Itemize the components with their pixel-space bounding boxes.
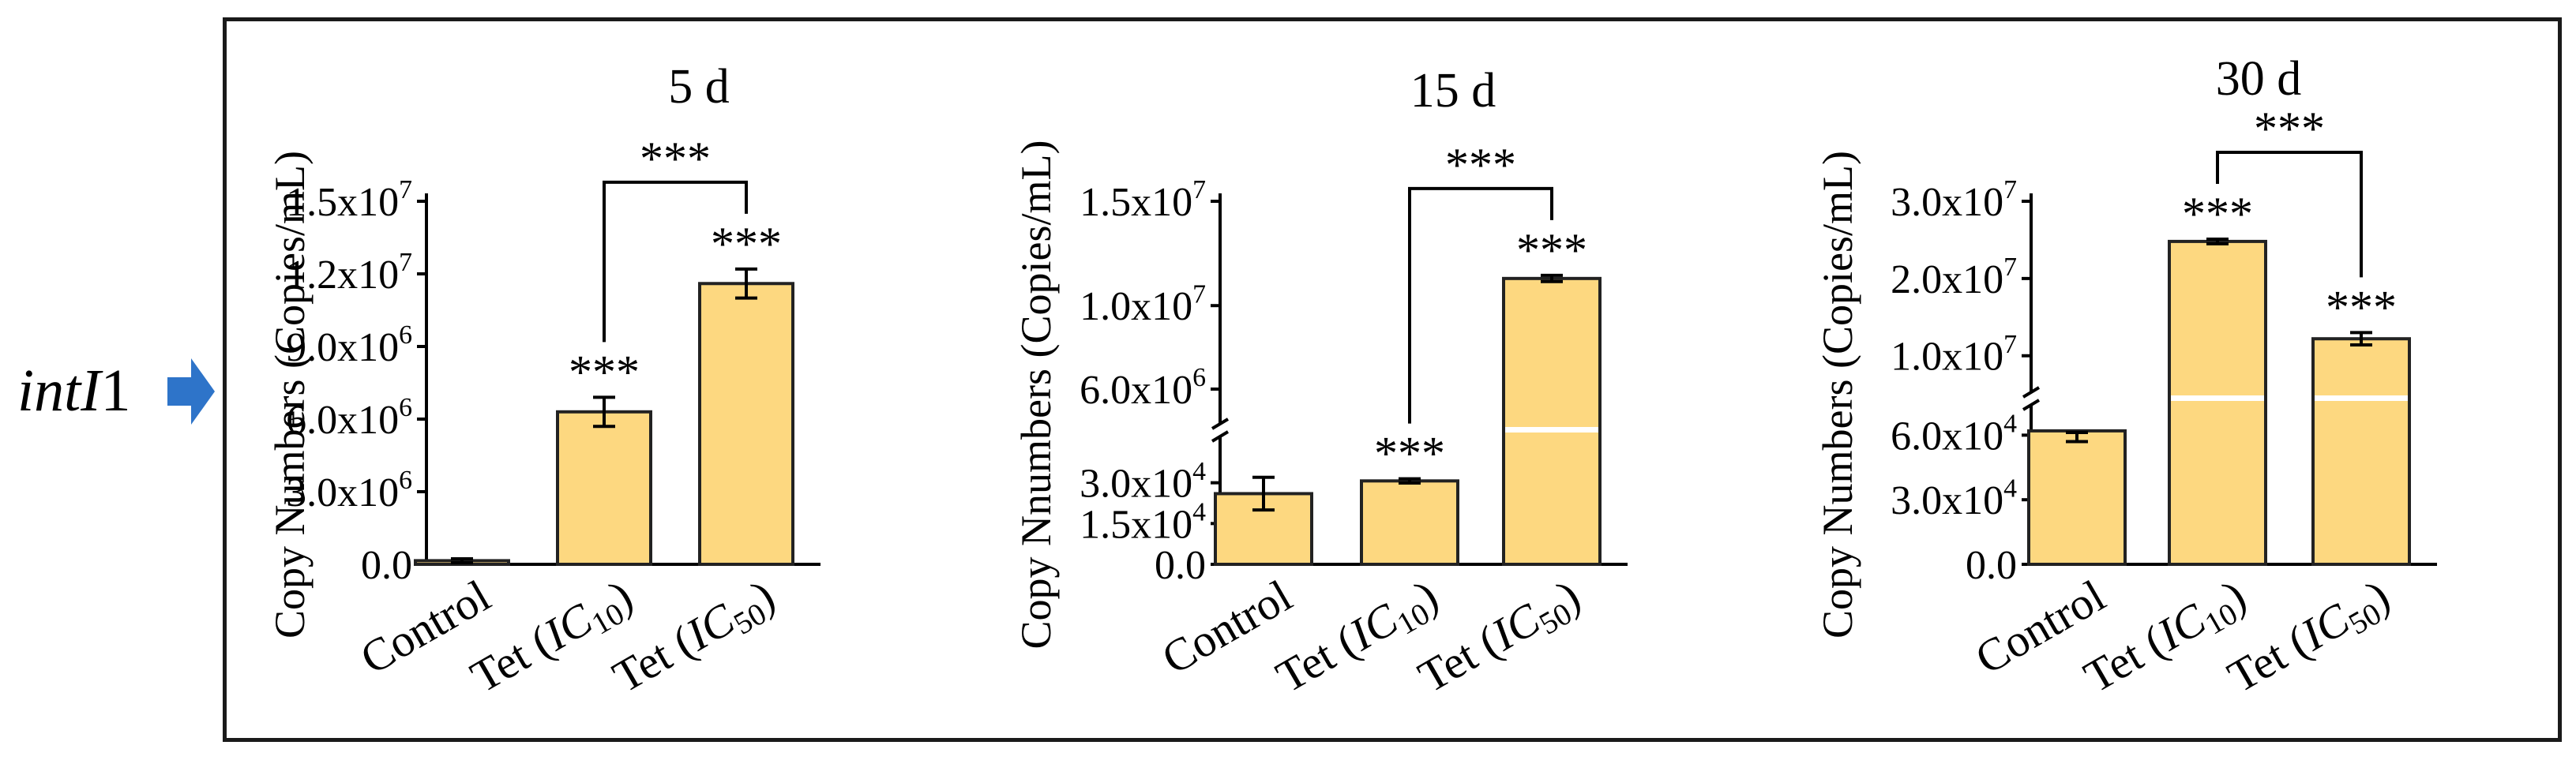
bracket-label-15d: *** [1445, 139, 1516, 191]
x-tick-label-5d-text: Tet (IC10) [462, 570, 643, 706]
x-tick-label-5d: Tet (IC50) [604, 570, 785, 706]
significance-label-5d: *** [569, 346, 640, 398]
bracket-label-30d: *** [2254, 103, 2325, 155]
axis-break-mark-top-30d [2022, 386, 2041, 399]
bar-tet-ic10-5d [556, 410, 652, 566]
row-label-plain: 1 [100, 358, 131, 424]
right-arrow-icon [167, 358, 215, 425]
comparison-bracket-15d [1408, 186, 1553, 424]
y-tick-label-15d: 1.0x107 [1080, 279, 1206, 329]
y-tick-label-30d: 3.0x107 [1891, 175, 2017, 225]
axis-break-mark-top-15d [1211, 418, 1230, 430]
bar-break-gap-15d [1363, 427, 1456, 433]
y-tick-label-30d: 6.0x104 [1891, 410, 2017, 459]
y-tick-label-5d: 1.2x107 [286, 248, 412, 298]
bar-tet-ic50-5d [698, 282, 794, 566]
y-tick-label-15d: 1.5x104 [1080, 497, 1206, 547]
chart-panel-15d: 15 d Copy Nnumbers (Copies/mL) 0.01.5x1043… [1012, 64, 1628, 706]
bar-tet-ic50-15d [1502, 276, 1602, 566]
y-tick-label-5d: 3.0x106 [286, 466, 412, 515]
comparison-bracket-30d [2216, 150, 2363, 278]
axis-break-mark-bottom-30d [2022, 399, 2041, 411]
x-tick-label-15d: Tet (IC50) [1410, 570, 1590, 706]
bar-tet-ic10-30d [2168, 239, 2267, 566]
significance-label-5d: *** [711, 218, 782, 270]
x-tick-label-15d-text: Tet (IC10) [1267, 570, 1448, 706]
x-tick-label-30d-text: Tet (IC10) [2075, 570, 2256, 706]
significance-label-30d: *** [2182, 188, 2253, 240]
significance-label-15d: *** [1374, 428, 1445, 480]
y-tick-label-30d: 3.0x104 [1891, 474, 2017, 523]
chart-panel-30d: 30 d Copy Numbers (Copies/mL) 0.0 3.0x104 6.… [1814, 52, 2437, 706]
y-axis-label-15d: Copy Nnumbers (Copies/mL) [1012, 140, 1060, 650]
x-tick-label-5d: Tet (IC10) [462, 570, 643, 706]
x-tick-label-30d: Tet (IC50) [2219, 570, 2400, 706]
bar-break-gap-30d [2171, 395, 2264, 401]
axis-break-mark-bottom-15d [1211, 430, 1230, 443]
row-label-italic: intI [17, 358, 101, 424]
chart-title-30d: 30 d [2216, 52, 2302, 106]
y-tick-label-30d: 2.0x107 [1891, 253, 2017, 302]
bar-control-30d [2027, 429, 2127, 567]
significance-label-30d: *** [2326, 281, 2397, 333]
x-tick-label-5d-text: Tet (IC50) [604, 570, 785, 706]
x-tick-label-30d-text: Tet (IC50) [2219, 570, 2400, 706]
significance-label-15d: *** [1516, 224, 1587, 276]
chart-panel-5d: 5 d Copy Numbers (Copies/mL) 0.0 3.0x106 6.0… [266, 60, 820, 706]
chart-title-15d: 15 d [1410, 64, 1496, 118]
y-tick-label-15d: 6.0x106 [1080, 363, 1206, 413]
comparison-bracket-5d [603, 180, 748, 343]
y-tick-label-30d: 1.0x107 [1891, 330, 2017, 380]
x-tick-label-15d-text: Tet (IC50) [1410, 570, 1590, 706]
row-label: intI1 [17, 357, 131, 425]
y-tick-label-15d: 3.0x104 [1080, 457, 1206, 507]
bar-tet-ic10-15d [1360, 479, 1459, 566]
bar-tet-ic50-30d [2311, 337, 2411, 566]
x-tick-label-15d: Tet (IC10) [1267, 570, 1448, 706]
figure-frame [223, 17, 2562, 742]
x-tick-label-30d: Tet (IC10) [2075, 570, 2256, 706]
y-tick-label-5d: 1.5x107 [286, 175, 412, 225]
bracket-label-5d: *** [640, 133, 711, 185]
y-axis-label-30d: Copy Numbers (Copies/mL) [1814, 151, 1861, 639]
y-tick-label-15d: 1.5x107 [1080, 175, 1206, 225]
arrow-shape [167, 358, 215, 425]
y-tick-label-30d: 0.0 [1966, 543, 2017, 588]
y-tick-label-5d: 6.0x106 [286, 393, 412, 443]
y-tick-label-15d: 0.0 [1155, 543, 1206, 588]
y-tick-label-5d: 9.0x106 [286, 320, 412, 370]
y-tick-label-5d: 0.0 [361, 543, 412, 588]
chart-title-5d: 5 d [668, 60, 730, 114]
y-axis-label-5d: Copy Numbers (Copies/mL) [266, 151, 314, 639]
bar-break-gap-30d [2315, 395, 2408, 401]
bar-break-gap-15d [1505, 427, 1598, 433]
